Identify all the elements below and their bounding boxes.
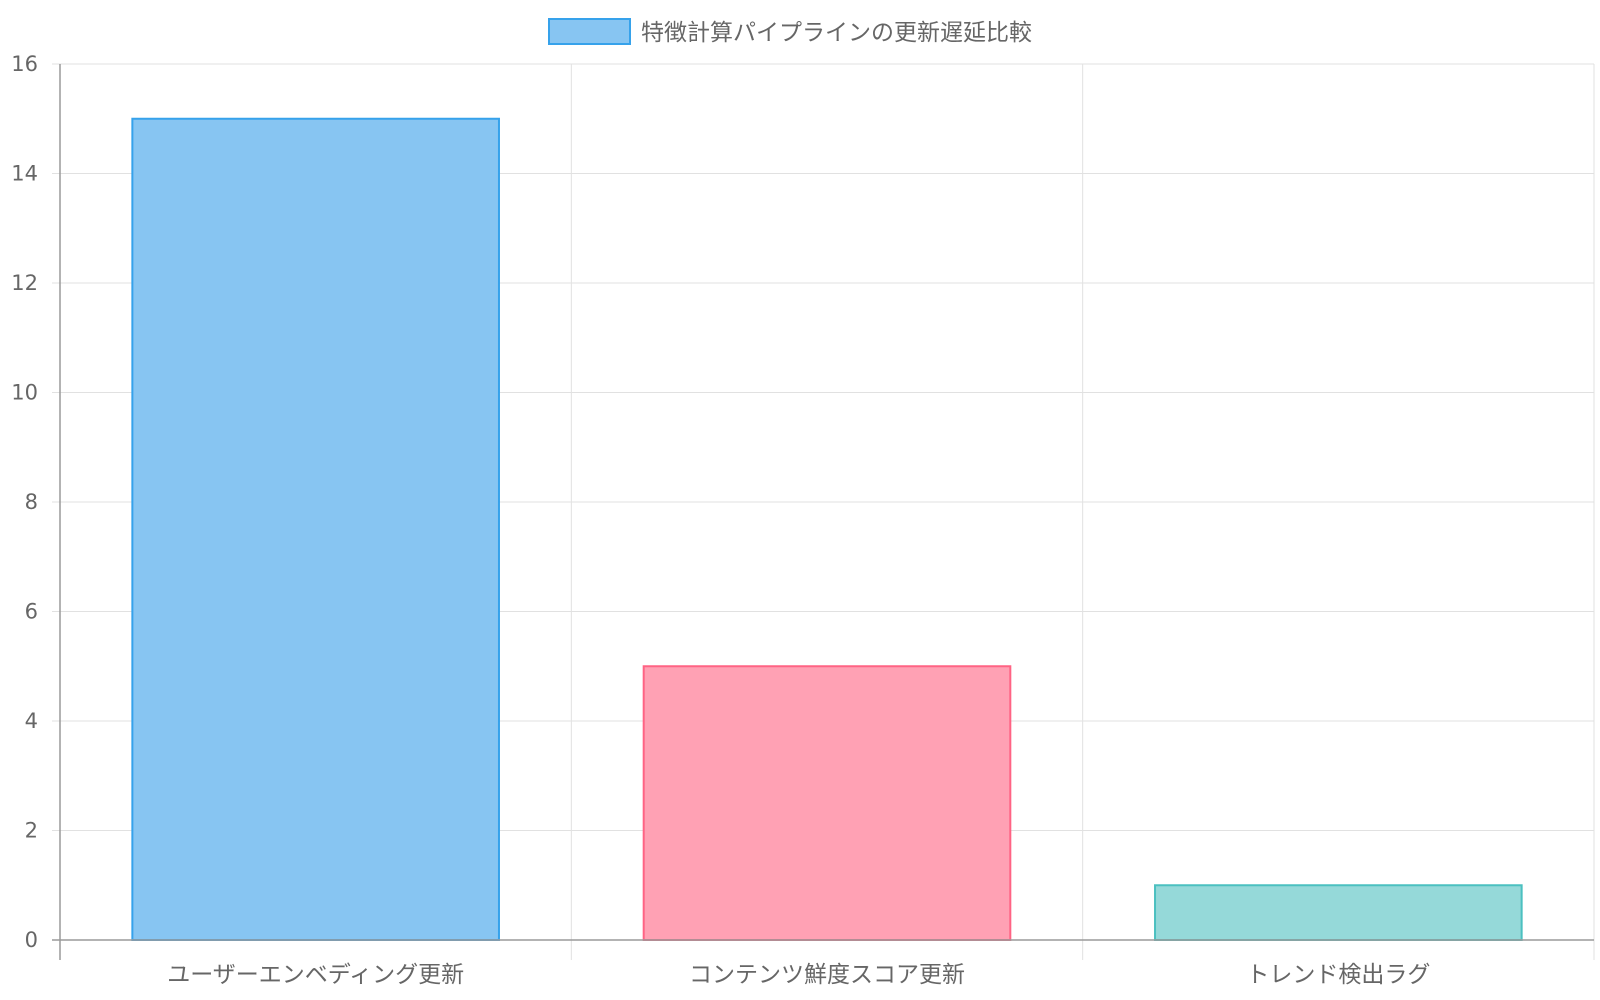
y-tick-label: 16 — [11, 52, 38, 76]
y-axis-ticks: 0 2 4 6 8 10 12 14 16 — [11, 52, 38, 952]
y-tick-label: 4 — [25, 709, 38, 733]
y-tick-label: 14 — [11, 162, 38, 186]
legend-swatch[interactable] — [548, 18, 631, 45]
y-tick-label: 8 — [25, 490, 38, 514]
legend-label: 特徴計算パイプラインの更新遅延比較 — [641, 20, 1032, 46]
x-category-label: ユーザーエンベディング更新 — [167, 962, 464, 988]
x-category-label: コンテンツ鮮度スコア更新 — [689, 962, 965, 988]
y-tick-label: 2 — [25, 819, 38, 843]
x-category-label: トレンド検出ラグ — [1246, 962, 1430, 988]
y-tick-label: 10 — [11, 381, 38, 405]
legend[interactable]: 特徴計算パイプラインの更新遅延比較 — [548, 18, 1032, 46]
bar[interactable] — [131, 117, 500, 941]
x-axis-labels: ユーザーエンベディング更新 コンテンツ鮮度スコア更新 トレンド検出ラグ — [167, 962, 1430, 988]
axes — [52, 64, 1594, 960]
bar[interactable] — [1154, 884, 1523, 941]
bar[interactable] — [642, 665, 1012, 941]
y-tick-label: 6 — [25, 600, 38, 624]
y-tick-label: 12 — [11, 271, 38, 295]
y-tick-label: 0 — [25, 928, 38, 952]
bars — [131, 117, 1523, 941]
